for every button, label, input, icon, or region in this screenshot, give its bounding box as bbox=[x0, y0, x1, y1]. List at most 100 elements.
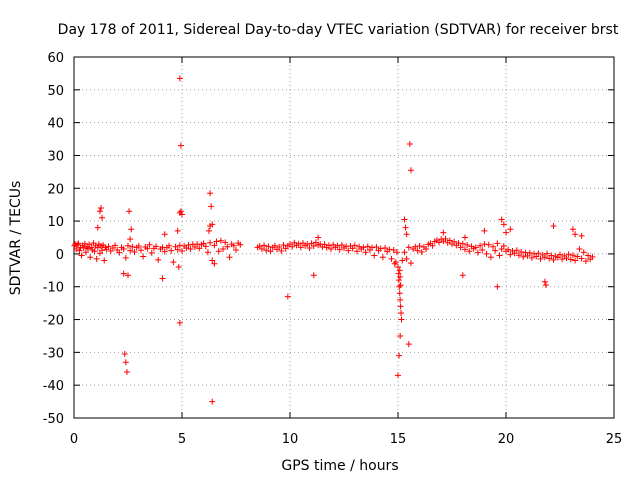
data-point bbox=[179, 247, 185, 254]
data-point bbox=[401, 216, 408, 223]
data-point bbox=[541, 278, 548, 285]
data-point bbox=[166, 242, 173, 249]
data-point bbox=[418, 248, 425, 255]
data-point bbox=[122, 359, 129, 366]
data-point bbox=[399, 257, 406, 264]
data-point bbox=[278, 247, 285, 254]
data-point bbox=[533, 253, 540, 260]
data-point bbox=[73, 245, 80, 252]
data-point bbox=[578, 232, 585, 239]
data-point bbox=[129, 243, 136, 250]
data-point bbox=[179, 211, 185, 218]
data-point bbox=[336, 246, 343, 253]
data-point bbox=[207, 239, 214, 246]
data-point bbox=[211, 260, 218, 267]
data-point bbox=[78, 252, 85, 259]
data-point bbox=[94, 224, 101, 231]
data-point bbox=[544, 250, 551, 257]
data-point bbox=[284, 293, 291, 300]
data-point bbox=[487, 254, 494, 261]
data-point bbox=[541, 254, 548, 261]
data-point bbox=[455, 240, 462, 247]
y-tick-label: -50 bbox=[43, 412, 64, 427]
data-point bbox=[550, 256, 557, 263]
data-point bbox=[398, 316, 405, 323]
data-point bbox=[161, 231, 168, 238]
data-point bbox=[91, 248, 98, 255]
y-tick-label: 20 bbox=[47, 182, 64, 197]
data-point bbox=[131, 248, 138, 255]
data-point bbox=[215, 248, 222, 255]
data-point bbox=[155, 256, 162, 263]
data-point bbox=[507, 226, 514, 233]
data-point bbox=[96, 208, 103, 215]
data-point bbox=[176, 242, 183, 249]
data-point bbox=[230, 242, 237, 249]
data-point bbox=[315, 234, 322, 241]
data-point bbox=[459, 272, 466, 279]
data-point bbox=[542, 282, 549, 289]
y-tick-label: -40 bbox=[43, 379, 64, 394]
data-point bbox=[405, 244, 412, 251]
data-point bbox=[170, 259, 177, 266]
data-point bbox=[94, 244, 101, 251]
y-axis-label: SDTVAR / TECUs bbox=[8, 181, 24, 296]
data-point bbox=[153, 243, 160, 250]
data-point bbox=[481, 227, 488, 234]
data-point bbox=[397, 273, 404, 280]
data-point bbox=[74, 241, 81, 248]
data-point bbox=[451, 238, 458, 245]
data-point bbox=[351, 242, 358, 249]
data-point bbox=[589, 253, 596, 260]
y-tick-label: -10 bbox=[43, 281, 64, 296]
data-point bbox=[548, 252, 555, 259]
data-point bbox=[267, 248, 274, 255]
data-point bbox=[185, 242, 192, 249]
data-point bbox=[412, 243, 419, 250]
x-axis-label: GPS time / hours bbox=[281, 458, 398, 474]
data-point bbox=[99, 247, 106, 254]
data-point bbox=[85, 245, 92, 252]
x-tick-label: 5 bbox=[178, 432, 186, 447]
data-point bbox=[436, 239, 443, 246]
data-point bbox=[209, 398, 216, 405]
data-point bbox=[474, 249, 481, 256]
data-point bbox=[82, 249, 89, 256]
data-point bbox=[446, 237, 453, 244]
data-point bbox=[176, 75, 183, 82]
data-point bbox=[310, 272, 317, 279]
data-point bbox=[271, 242, 278, 249]
data-point bbox=[466, 248, 473, 255]
data-point bbox=[569, 252, 576, 259]
data-point bbox=[217, 237, 224, 244]
data-point bbox=[479, 246, 486, 253]
data-point bbox=[120, 270, 127, 277]
data-point bbox=[177, 208, 184, 215]
data-point bbox=[128, 226, 135, 233]
y-tick-label: 30 bbox=[47, 149, 64, 164]
data-point bbox=[403, 255, 410, 262]
data-point bbox=[126, 208, 133, 215]
data-point bbox=[407, 260, 414, 267]
data-point bbox=[390, 246, 397, 253]
data-point bbox=[537, 255, 544, 262]
data-point bbox=[578, 255, 585, 262]
y-tick-label: 60 bbox=[47, 51, 64, 66]
data-point bbox=[204, 249, 211, 256]
data-point bbox=[187, 245, 194, 252]
data-point bbox=[123, 369, 130, 376]
data-point bbox=[572, 257, 579, 264]
data-point bbox=[396, 352, 403, 359]
data-point bbox=[306, 245, 313, 252]
data-point bbox=[393, 249, 400, 256]
data-point bbox=[360, 244, 367, 251]
data-point bbox=[263, 247, 270, 254]
data-point bbox=[168, 247, 175, 254]
data-point bbox=[140, 253, 147, 260]
data-point bbox=[505, 246, 512, 253]
data-point bbox=[565, 251, 572, 258]
data-points bbox=[71, 75, 596, 405]
y-axis-ticks: -50 -40 -30 -20 -10 0 10 20 30 40 50 60 bbox=[43, 51, 614, 427]
data-point bbox=[364, 243, 371, 250]
